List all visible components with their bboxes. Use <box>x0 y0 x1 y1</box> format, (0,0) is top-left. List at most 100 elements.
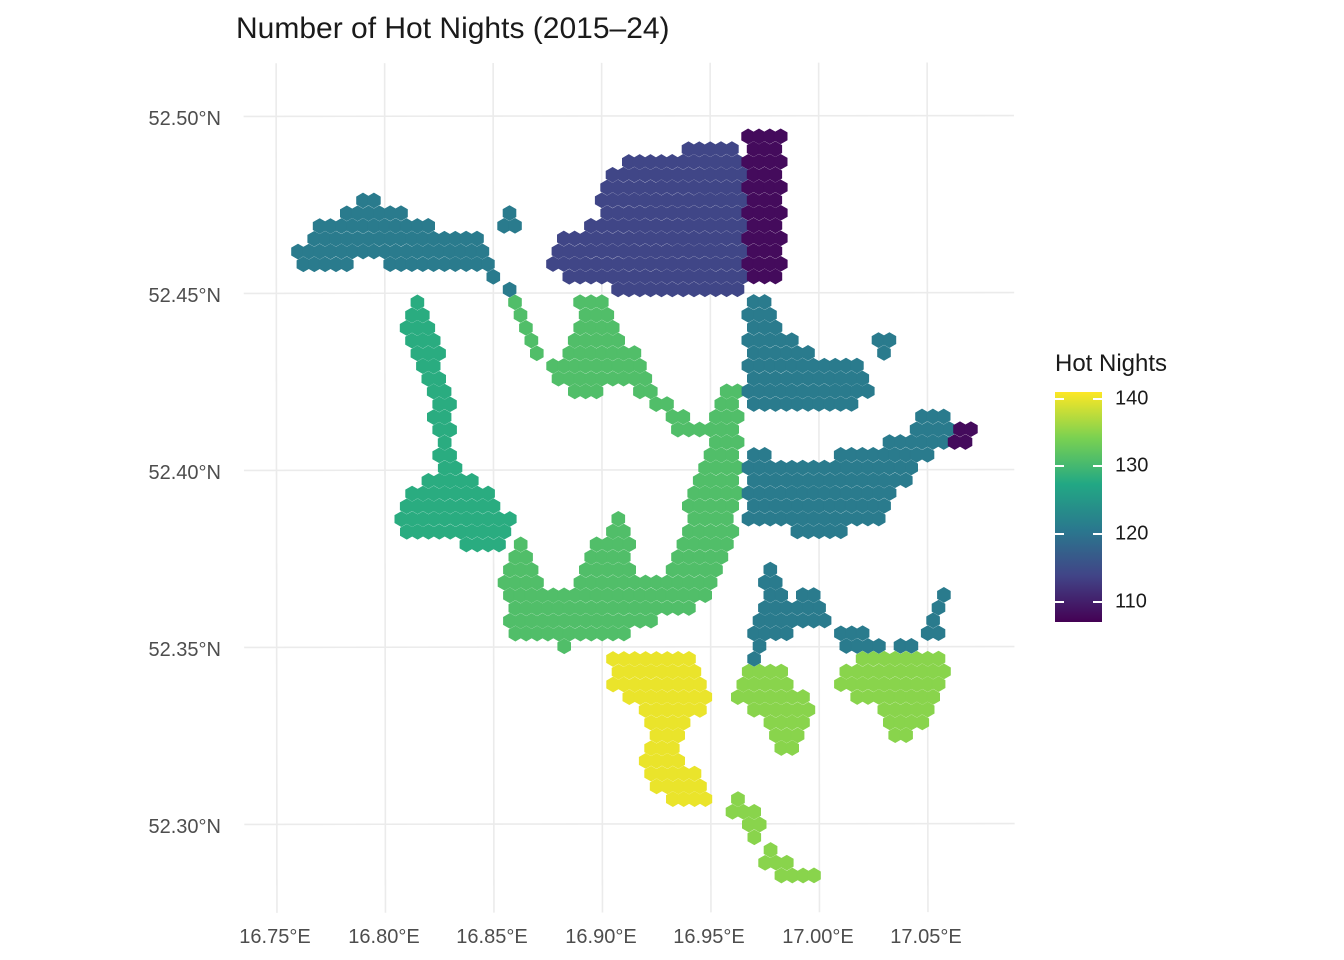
hex-cell <box>725 523 740 540</box>
y-tick-label: 52.45°N <box>149 285 222 307</box>
hex-cell <box>617 549 631 565</box>
hex-cell <box>937 587 951 603</box>
hex-cell <box>698 791 713 807</box>
hex-cell <box>492 536 506 553</box>
hex-cell <box>502 281 517 298</box>
hex-cell <box>752 638 767 654</box>
hex-cell <box>964 421 978 438</box>
hex-cell <box>660 396 674 412</box>
parallel-line <box>244 645 1015 649</box>
hex-cell <box>720 536 734 553</box>
parallel-line <box>244 822 1015 826</box>
hex-cell <box>367 192 381 209</box>
hex-cell <box>530 345 544 362</box>
x-tick-label: 16.95°E <box>673 926 744 948</box>
hex-cell <box>915 714 930 731</box>
hex-cell <box>415 307 430 324</box>
hex-cell <box>725 447 739 463</box>
hex-cell <box>763 842 778 858</box>
hex-cell <box>524 562 539 578</box>
hex-cell <box>698 689 713 705</box>
hex-cell <box>475 243 490 260</box>
hex-cell <box>768 192 783 208</box>
hex-cell <box>502 205 517 221</box>
hex-cell <box>904 638 919 654</box>
hex-cell <box>443 421 457 438</box>
hex-cell <box>882 332 897 348</box>
hex-cell <box>605 319 620 336</box>
hex-cell <box>502 511 517 527</box>
hex-cell <box>714 549 729 565</box>
hex-cell <box>768 217 783 234</box>
hex-cell <box>443 447 457 464</box>
hex-cell <box>931 650 946 667</box>
legend-colorbar <box>1055 392 1102 622</box>
legend-tick-label: 140 <box>1115 387 1149 410</box>
hex-cell <box>725 396 739 412</box>
hex-cell <box>779 676 794 693</box>
hex-cell <box>709 561 723 578</box>
parallel-line <box>243 114 1014 118</box>
hex-cell <box>671 727 685 744</box>
x-tick-label: 17.05°E <box>890 926 961 948</box>
hex-cell <box>693 702 707 718</box>
hex-cell <box>497 523 512 540</box>
hex-cell <box>437 434 452 451</box>
hex-cell <box>687 765 702 782</box>
hex-cell <box>882 485 897 501</box>
color-legend: Hot Nights 140 130 120 110 <box>1055 350 1167 622</box>
y-tick-label: 52.30°N <box>149 816 222 838</box>
hex-cell <box>752 816 767 833</box>
hex-cell <box>443 396 457 413</box>
hex-cell <box>638 370 653 387</box>
hex-cell <box>926 612 940 629</box>
hex-cell <box>763 561 778 578</box>
hex-cell <box>633 358 647 374</box>
hex-cell <box>394 205 408 222</box>
hex-cell <box>773 153 788 170</box>
hex-cell <box>557 638 571 655</box>
hex-cell <box>801 345 815 361</box>
hex-cell <box>720 510 734 527</box>
hex-cell <box>899 727 913 743</box>
hex-cell <box>796 689 810 705</box>
hex-cell <box>768 166 783 183</box>
hex-cell <box>731 791 745 807</box>
hex-cell <box>860 383 875 399</box>
legend-tick-label: 120 <box>1115 522 1149 545</box>
hex-cell <box>481 485 495 502</box>
hex-cell <box>643 383 658 400</box>
hex-cell <box>589 383 604 400</box>
hex-cell <box>524 332 539 349</box>
hex-cell <box>421 218 436 234</box>
meridian-line <box>492 63 495 913</box>
hex-cell <box>426 332 441 349</box>
hex-cell <box>508 217 522 234</box>
hex-cell <box>768 268 783 285</box>
hex-cell <box>432 371 447 387</box>
hex-cell <box>785 740 799 756</box>
hex-cell <box>617 625 631 642</box>
y-tick-label: 52.50°N <box>149 108 222 130</box>
hex-cell <box>871 510 886 527</box>
hex-cell <box>763 306 777 323</box>
hex-cell <box>774 663 788 680</box>
hex-cell <box>747 829 762 846</box>
x-tick-label: 16.85°E <box>456 926 527 948</box>
hex-cell <box>437 409 452 425</box>
hex-cell <box>757 294 772 310</box>
hex-cell <box>784 332 799 349</box>
y-tick-label: 52.35°N <box>149 639 222 661</box>
map-title: Number of Hot Nights (2015–24) <box>236 12 670 45</box>
hex-cell <box>796 714 810 731</box>
hex-cell <box>627 345 642 361</box>
hex-cell <box>486 268 501 285</box>
hex-cell <box>682 600 696 616</box>
hex-cell <box>513 536 528 553</box>
x-tick-label: 17.00°E <box>782 926 853 948</box>
hex-cell <box>676 408 691 425</box>
hex-cell <box>904 459 918 476</box>
hex-cell <box>768 319 783 336</box>
hex-cell <box>926 689 940 705</box>
hex-cell <box>432 345 446 362</box>
